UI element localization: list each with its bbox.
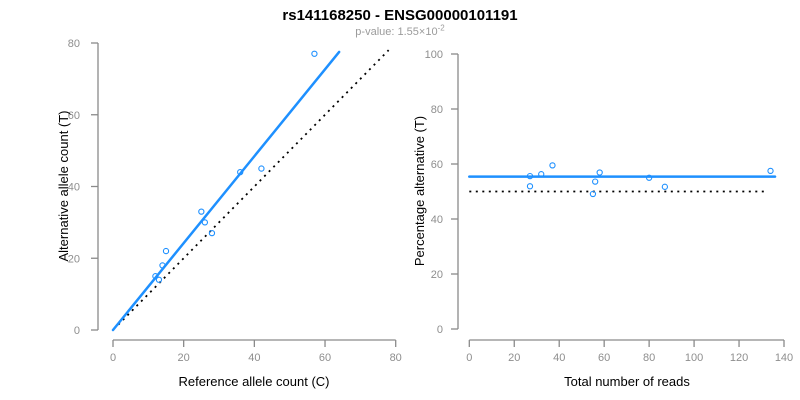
- data-point: [201, 219, 209, 226]
- x-axis-tick-label: 80: [643, 352, 655, 364]
- data-point: [645, 174, 653, 181]
- data-point: [767, 167, 774, 175]
- data-point: [155, 276, 163, 283]
- pvalue-text: p-value: 1.55×10: [355, 26, 438, 38]
- y-axis-tick-label: 20: [431, 269, 443, 281]
- x-axis-tick-label: 80: [390, 352, 402, 364]
- x-axis-tick-label: 0: [110, 352, 116, 364]
- x-axis-tick-label: 60: [598, 352, 610, 364]
- x-axis-tick-label: 40: [248, 352, 260, 364]
- x-axis-tick-label: 20: [508, 352, 520, 364]
- y-axis-tick-label: 100: [425, 49, 443, 61]
- pvalue-exponent: -2: [437, 23, 445, 33]
- data-point: [208, 229, 216, 237]
- x-axis-tick-label: 100: [685, 352, 703, 364]
- data-point: [526, 183, 534, 190]
- data-point: [159, 262, 166, 269]
- y-axis-tick-label: 80: [431, 104, 443, 116]
- y-axis-tick-label: 60: [68, 110, 80, 122]
- left-plot: 0 20 40 60 80 0 20 40 60 80: [68, 38, 402, 364]
- data-point: [526, 172, 534, 180]
- y-axis-tick-label: 20: [68, 253, 80, 265]
- right-yaxis-label: Percentage alternative (T): [412, 116, 427, 266]
- data-point: [258, 165, 265, 172]
- data-point: [661, 183, 669, 190]
- data-point: [589, 190, 597, 198]
- data-point: [152, 273, 159, 280]
- data-point: [237, 168, 244, 176]
- y-axis-tick-label: 80: [68, 38, 80, 50]
- figure-subtitle: p-value: 1.55×10-2: [0, 23, 800, 38]
- y-axis-tick-label: 60: [431, 159, 443, 171]
- left-yaxis-label: Alternative allele count (T): [56, 110, 71, 261]
- x-axis-tick-label: 120: [730, 352, 748, 364]
- y-axis-tick-label: 0: [74, 325, 80, 337]
- y-axis-tick-label: 0: [437, 324, 443, 336]
- data-point: [549, 162, 556, 169]
- x-axis-tick-label: 60: [319, 352, 331, 364]
- data-point: [162, 247, 170, 255]
- data-point: [592, 178, 599, 185]
- data-point: [538, 171, 545, 178]
- y-axis-tick-label: 40: [431, 214, 443, 226]
- x-axis-tick-label: 0: [466, 352, 472, 364]
- left-xaxis-label: Reference allele count (C): [178, 374, 329, 389]
- figure-title: rs141168250 - ENSG00000101191: [282, 7, 518, 24]
- reference-dotted-line: [117, 49, 390, 326]
- y-axis-tick-label: 40: [68, 182, 80, 194]
- right-xaxis-label: Total number of reads: [564, 374, 690, 389]
- x-axis-tick-label: 40: [553, 352, 565, 364]
- data-point: [198, 208, 205, 215]
- right-plot: 0 20 40 60 80 100 0 20 40 60 80 100 120 140: [425, 49, 794, 364]
- x-axis-tick-label: 20: [178, 352, 190, 364]
- x-axis-tick-label: 140: [775, 352, 793, 364]
- fit-line: [111, 50, 341, 332]
- data-point: [311, 50, 318, 57]
- data-point: [596, 169, 603, 176]
